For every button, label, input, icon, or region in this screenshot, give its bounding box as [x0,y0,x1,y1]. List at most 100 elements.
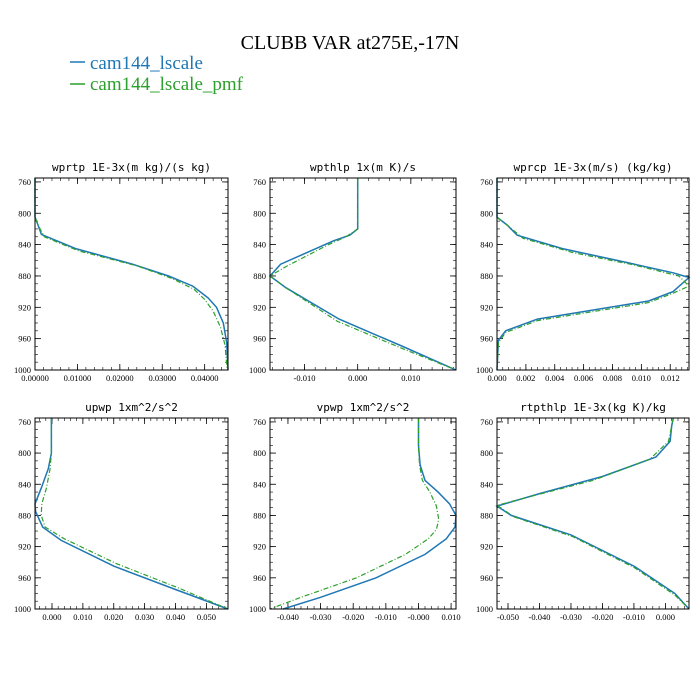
x-tick-label: 0.000 [348,373,367,383]
y-tick-label: 920 [18,542,31,552]
legend-label-cam144-lscale: cam144_lscale [90,53,203,74]
x-tick-label: -0.010 [623,612,645,622]
y-tick-label: 800 [18,448,31,458]
panel-frame [34,417,229,610]
x-tick-label: -0.050 [497,612,519,622]
y-tick-label: 800 [480,208,493,218]
y-tick-label: 760 [480,417,493,427]
x-tick-label: 0.008 [603,373,622,383]
panel-title: wpthlp 1x(m K)/s [310,161,416,174]
x-tick-label: 0.00000 [21,373,49,383]
x-tick-label: -0.030 [560,612,582,622]
x-tick-label: -0.040 [277,612,299,622]
x-tick-label: -0.020 [342,612,364,622]
y-tick-label: 920 [253,542,266,552]
y-tick-label: 920 [480,542,493,552]
x-tick-label: -0.030 [310,612,332,622]
panels: wprtp 1E-3x(m kg)/(s kg) 0.00000 0.01000 0.… [14,161,691,622]
series-line-cam144-lscale-pmf [268,178,457,371]
x-tick-label: 0.000 [42,612,61,622]
x-tick-label: 0.03000 [148,373,176,383]
x-tick-label: 0.000 [656,612,675,622]
x-tick-label: 0.020 [104,612,123,622]
y-tick-label: 760 [253,417,266,427]
series-line-cam144-lscale-pmf [269,418,440,610]
series-line-cam144-lscale-pmf [495,417,690,610]
y-tick-label: 960 [253,573,266,583]
y-tick-label: 840 [480,479,493,489]
panel-5: vpwp 1xm^2/s^2 -0.040 -0.030 -0.020 -0.010 -0… [249,401,461,622]
x-tick-label: 0.004 [545,373,565,383]
y-tick-label: 1000 [476,604,493,614]
series-line-cam144-lscale-pmf [40,418,229,610]
y-tick-label: 880 [253,271,266,281]
panel-4: upwp 1xm^2/s^2 0.000 0.010 0.020 0.030 0.040 0… [14,401,229,622]
y-tick-label: 880 [253,510,266,520]
x-tick-label: -0.020 [591,612,613,622]
panel-3: wprcp 1E-3x(m/s) (kg/kg) 0.000 0.002 0.004 0… [476,161,691,383]
panel-frame [269,177,457,371]
series-line-cam144-lscale-pmf [34,178,228,371]
panel-title: wprcp 1E-3x(m/s) (kg/kg) [514,161,673,174]
x-tick-label: 0.030 [135,612,154,622]
panel-6: rtpthlp 1E-3x(kg K)/kg -0.050 -0.040 -0.030… [476,401,690,622]
panel-title: rtpthlp 1E-3x(kg K)/kg [520,401,666,414]
panel-title: vpwp 1xm^2/s^2 [317,401,410,414]
y-tick-label: 1000 [476,365,493,375]
y-tick-label: 800 [18,208,31,218]
y-tick-label: 760 [18,177,31,187]
x-tick-label: -0.040 [529,612,551,622]
panel-2: wpthlp 1x(m K)/s -0.010 0.000 0.010 760 800 84… [249,161,457,383]
y-tick-label: 880 [480,271,493,281]
x-tick-label: 0.010 [442,612,461,622]
y-tick-label: 800 [253,208,266,218]
x-tick-label: 0.000 [487,373,506,383]
series-line-cam144-lscale [282,418,457,610]
x-tick-label: 0.040 [166,612,185,622]
x-tick-label: 0.010 [632,373,651,383]
y-tick-label: 880 [18,510,31,520]
y-tick-label: 960 [253,334,266,344]
x-tick-label: 0.006 [574,373,593,383]
x-tick-label: 0.010 [401,373,420,383]
legend-label-cam144-lscale-pmf: cam144_lscale_pmf [90,74,244,95]
x-tick-label: -0.000 [407,612,429,622]
y-tick-label: 1000 [14,604,31,614]
x-tick-label: 0.010 [73,612,92,622]
x-tick-label: 0.002 [516,373,535,383]
y-tick-label: 840 [480,240,493,250]
series-line-cam144-lscale [34,178,229,371]
x-tick-label: 0.04000 [191,373,219,383]
x-tick-label: -0.010 [294,373,316,383]
y-tick-label: 840 [18,240,31,250]
y-tick-label: 880 [480,510,493,520]
y-tick-label: 760 [18,417,31,427]
series-line-cam144-lscale-pmf [496,178,691,371]
legend: cam144_lscale cam144_lscale_pmf [70,53,244,95]
y-tick-label: 1000 [249,365,266,375]
figure-title: CLUBB VAR at275E,-17N [241,32,460,54]
x-tick-label: 0.012 [661,373,680,383]
panel-title: upwp 1xm^2/s^2 [85,401,178,414]
y-tick-label: 960 [18,573,31,583]
series-line-cam144-lscale [495,417,690,610]
y-tick-label: 840 [18,479,31,489]
x-tick-label: 0.050 [197,612,216,622]
series-line-cam144-lscale [496,178,691,371]
y-tick-label: 920 [253,302,266,312]
y-tick-label: 960 [480,334,493,344]
y-tick-label: 840 [253,240,266,250]
panel-frame [496,417,690,610]
panel-frame [34,177,229,371]
x-tick-label: -0.010 [375,612,397,622]
series-line-cam144-lscale [34,418,229,610]
y-tick-label: 800 [480,448,493,458]
panel-frame [269,417,457,610]
y-tick-label: 920 [18,302,31,312]
panel-frame [496,177,690,371]
y-tick-label: 760 [480,177,493,187]
y-tick-label: 1000 [249,604,266,614]
y-tick-label: 880 [18,271,31,281]
panel-1: wprtp 1E-3x(m kg)/(s kg) 0.00000 0.01000 0.… [14,161,229,383]
